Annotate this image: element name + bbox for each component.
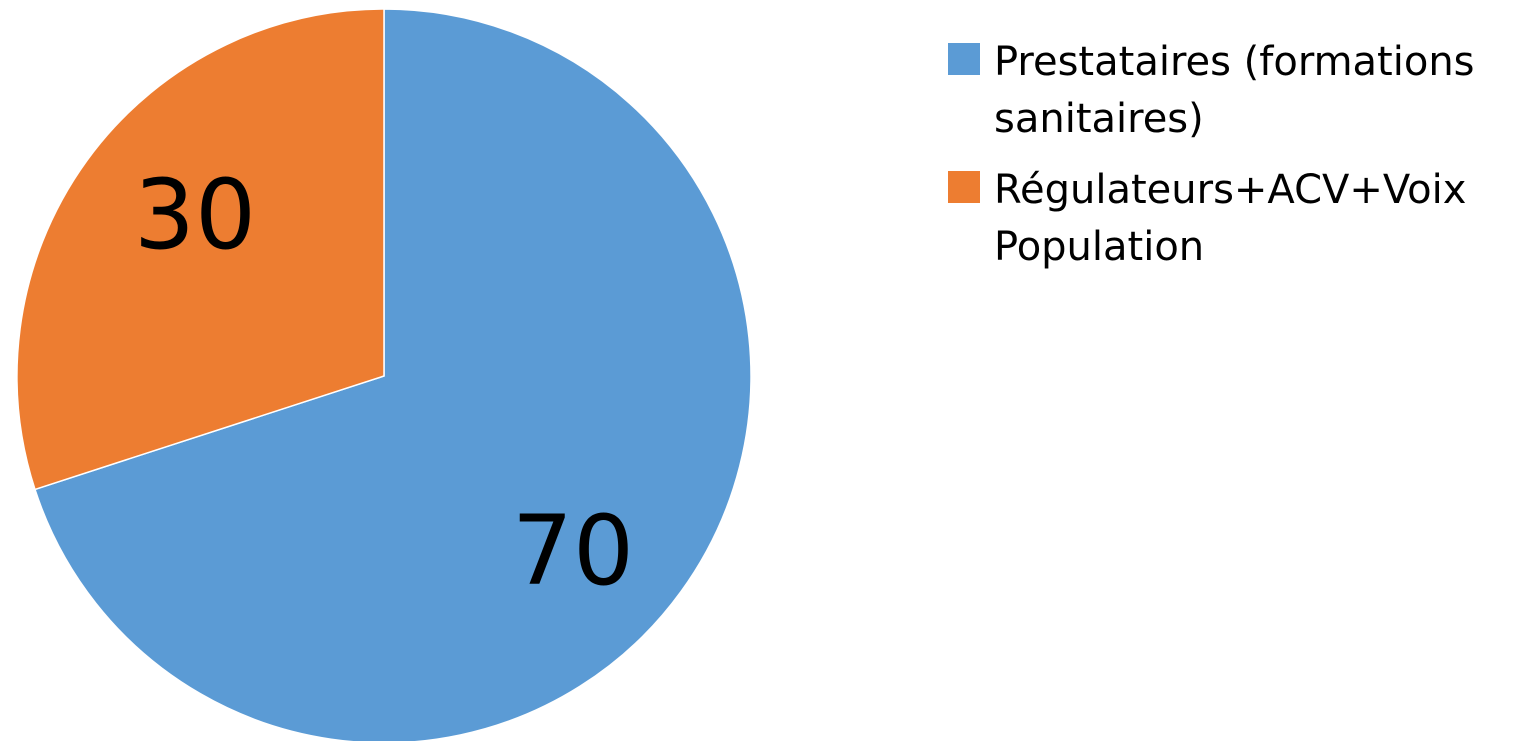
pie-slice-prestataires <box>34 8 752 741</box>
legend-item-prestataires: Prestataires (formations sanitaires) <box>948 34 1523 148</box>
legend-swatch-regulateurs <box>948 171 980 203</box>
pie-slices <box>16 8 752 741</box>
data-label-prestataires: 70 <box>512 495 634 607</box>
legend-label-prestataires: Prestataires (formations sanitaires) <box>994 39 1475 142</box>
legend: Prestataires (formations sanitaires) Rég… <box>948 34 1523 290</box>
legend-label-regulateurs: Régulateurs+ACV+Voix Population <box>994 167 1467 270</box>
legend-swatch-prestataires <box>948 43 980 75</box>
pie-data-labels: 70 30 <box>134 159 634 607</box>
pie-slice-regulateurs <box>16 8 385 491</box>
legend-item-regulateurs: Régulateurs+ACV+Voix Population <box>948 162 1523 276</box>
data-label-regulateurs: 30 <box>134 159 256 271</box>
